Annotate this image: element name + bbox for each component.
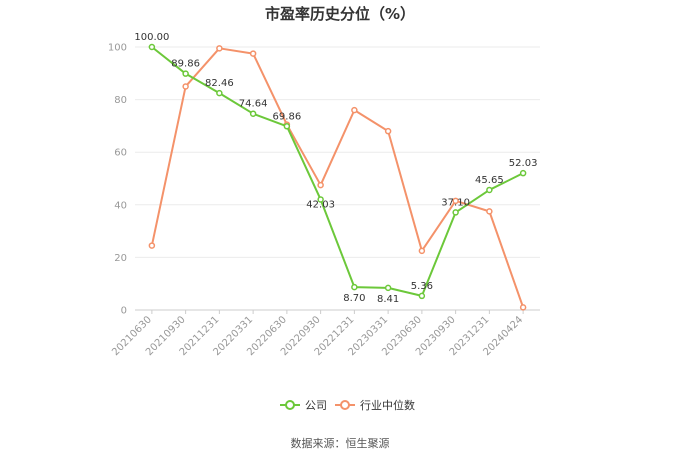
data-point[interactable] <box>249 50 257 57</box>
data-point[interactable] <box>283 123 291 130</box>
legend-marker <box>285 400 295 410</box>
data-point[interactable] <box>418 247 426 255</box>
data-point[interactable] <box>148 43 156 51</box>
data-point[interactable] <box>317 196 324 203</box>
data-label: 82.46 <box>205 78 234 89</box>
data-label: 74.64 <box>239 99 268 110</box>
data-point[interactable] <box>452 209 459 216</box>
data-point[interactable] <box>317 181 324 189</box>
y-tick-label: 0 <box>121 306 127 317</box>
data-point[interactable] <box>418 292 426 300</box>
y-tick-label: 20 <box>114 253 127 264</box>
data-point[interactable] <box>182 70 189 77</box>
data-label: 42.03 <box>306 199 335 210</box>
data-label: 5.36 <box>411 281 433 292</box>
data-label: 45.65 <box>475 175 504 186</box>
data-point[interactable] <box>486 186 493 194</box>
y-tick-label: 40 <box>114 200 127 211</box>
data-label: 8.70 <box>343 293 365 304</box>
y-tick-label: 80 <box>114 95 127 106</box>
legend-label: 公司 <box>305 399 327 412</box>
data-label: 37.10 <box>441 197 470 208</box>
data-label: 8.41 <box>377 294 399 305</box>
data-point[interactable] <box>351 283 358 291</box>
data-point[interactable] <box>216 45 223 52</box>
data-source-note: 数据来源：恒生聚源 <box>291 436 390 450</box>
data-point[interactable] <box>519 304 527 311</box>
x-axis-ticks: 2021063020210930202112312022033120220630… <box>110 310 525 358</box>
series-line <box>150 47 525 308</box>
legend[interactable]: 公司 行业中位数 <box>280 398 415 412</box>
y-tick-label: 60 <box>114 148 127 159</box>
data-label: 89.86 <box>171 59 200 70</box>
data-point[interactable] <box>216 89 223 97</box>
y-axis-ticks: 0 20 40 60 80 100 <box>108 43 127 317</box>
chart-title: 市盈率历史分位（%） <box>265 5 415 23</box>
data-point[interactable] <box>148 242 156 249</box>
legend-item-industry-median[interactable]: 行业中位数 <box>335 398 415 412</box>
data-point[interactable] <box>249 110 257 117</box>
legend-label: 行业中位数 <box>360 398 415 412</box>
series-industry-median <box>148 45 527 311</box>
data-label: 100.00 <box>134 32 169 43</box>
data-point[interactable] <box>182 83 189 90</box>
data-point[interactable] <box>452 197 459 205</box>
legend-marker <box>340 400 350 410</box>
data-point[interactable] <box>486 208 493 215</box>
legend-item-company[interactable]: 公司 <box>280 399 327 412</box>
data-label: 69.86 <box>273 111 302 122</box>
series-line <box>151 46 524 297</box>
grid-lines <box>135 46 540 311</box>
data-labels: 100.00 89.86 82.46 74.64 69.86 42.03 8.70 8.41 5… <box>134 32 537 305</box>
data-point[interactable] <box>351 106 358 114</box>
data-point[interactable] <box>384 284 392 292</box>
data-point[interactable] <box>384 127 392 135</box>
data-point[interactable] <box>519 169 527 177</box>
series-company <box>148 43 527 300</box>
data-label: 52.03 <box>509 158 538 169</box>
series-layer: 100.00 89.86 82.46 74.64 69.86 42.03 8.70 8.41 5… <box>134 32 537 311</box>
y-tick-label: 100 <box>108 43 127 54</box>
